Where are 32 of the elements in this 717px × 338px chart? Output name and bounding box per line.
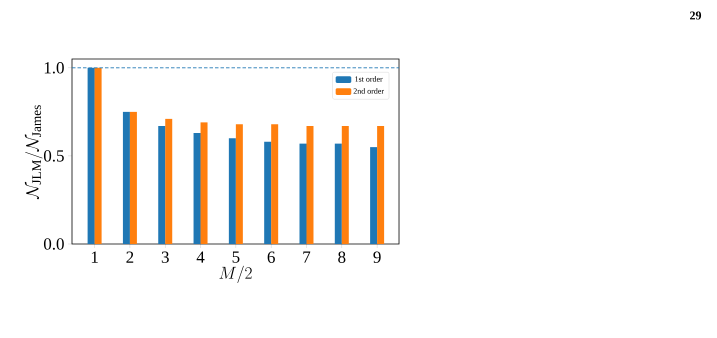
x-tick-label: 6 — [268, 252, 275, 263]
y-tick-label: 0.0 — [44, 238, 64, 250]
bar — [228, 138, 236, 244]
bar — [130, 112, 137, 244]
x-tick-label: 9 — [373, 252, 381, 263]
x-axis-title: $M/2$ — [219, 266, 252, 283]
bar — [194, 132, 201, 244]
y-axis-title: $\mathcal{N}_{\mathrm{JLM}}/\mathcal{N}_{\mathrm{James}}$ — [24, 105, 42, 200]
x-tick-label: 2 — [126, 252, 134, 263]
x-tick-label: 1 — [92, 252, 98, 263]
bar — [342, 126, 349, 244]
bar — [94, 68, 102, 244]
bar — [122, 112, 130, 244]
x-tick-label: 4 — [196, 252, 205, 263]
text: 29 — [690, 12, 702, 20]
bar — [370, 147, 378, 244]
bar — [236, 124, 243, 244]
x-tick-label: 3 — [162, 252, 169, 263]
bar — [299, 144, 306, 244]
bar — [271, 124, 278, 244]
bar — [334, 144, 342, 244]
x-tick-label: 5 — [232, 252, 240, 263]
y-tick-label: 0.5 — [44, 150, 64, 162]
bar — [377, 126, 384, 244]
x-tick-label: 8 — [338, 252, 346, 263]
y-tick-label: 1.0 — [44, 62, 64, 74]
bar — [158, 126, 166, 244]
bar — [165, 118, 172, 244]
bar — [306, 126, 314, 244]
x-tick-label: 7 — [303, 252, 310, 263]
bar — [200, 122, 208, 244]
bar — [264, 142, 272, 244]
